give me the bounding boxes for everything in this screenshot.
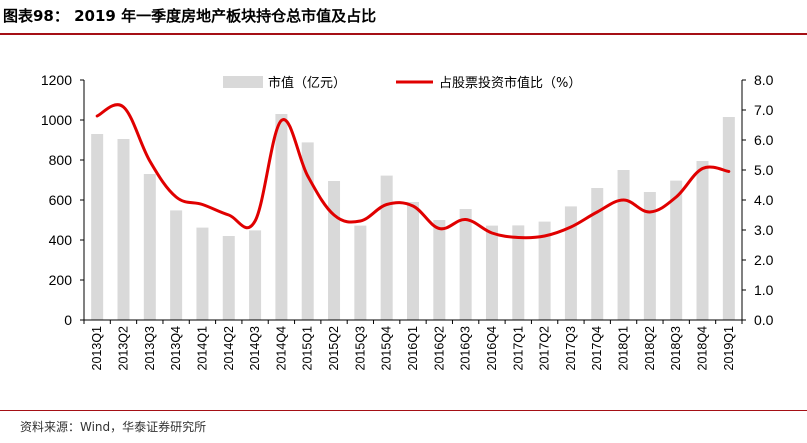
- x-tick-label: 2016Q3: [459, 326, 473, 371]
- x-tick-label: 2015Q2: [327, 326, 341, 371]
- bar-2017Q3: [564, 206, 577, 320]
- right-tick-label: 0.0: [754, 312, 774, 328]
- x-tick-label: 2016Q2: [432, 326, 446, 371]
- x-tick-label: 2013Q1: [90, 326, 104, 371]
- bar-2015Q2: [328, 181, 341, 320]
- x-tick-label: 2013Q2: [116, 326, 130, 371]
- right-tick-label: 7.0: [754, 102, 774, 118]
- x-tick-label: 2015Q4: [380, 326, 394, 371]
- left-tick-label: 1200: [41, 72, 72, 88]
- x-tick-label: 2016Q1: [406, 326, 420, 371]
- line-point-2016Q2: [438, 228, 440, 229]
- bar-2016Q3: [459, 209, 472, 320]
- x-tick-label: 2018Q1: [617, 326, 631, 371]
- x-tick-label: 2015Q1: [301, 326, 315, 371]
- left-tick-label: 200: [49, 272, 73, 288]
- bar-2014Q3: [249, 230, 262, 320]
- bar-2019Q1: [722, 117, 735, 320]
- line-point-2014Q4: [280, 120, 282, 121]
- x-tick-label: 2017Q1: [511, 326, 525, 371]
- bar-2013Q1: [91, 134, 104, 320]
- bar-2016Q4: [485, 225, 498, 320]
- source-divider: [0, 410, 807, 411]
- bar-2017Q2: [538, 221, 551, 320]
- left-tick-label: 1000: [41, 112, 72, 128]
- right-tick-label: 4.0: [754, 192, 774, 208]
- bar-2014Q2: [222, 236, 235, 320]
- right-tick-label: 8.0: [754, 72, 774, 88]
- x-tick-label: 2015Q3: [353, 326, 367, 371]
- chart: 0 200 400 600 800 1000 1200 0.0 1.0 2.0 3.0 4.0 5.0 6…: [41, 72, 774, 371]
- x-tick-label: 2017Q4: [590, 326, 604, 371]
- line-point-2014Q1: [201, 204, 203, 205]
- bar-2017Q1: [512, 225, 525, 320]
- line-point-2019Q1: [728, 171, 730, 172]
- x-tick-label: 2016Q4: [485, 326, 499, 371]
- bar-2018Q3: [670, 180, 683, 320]
- bar-2014Q1: [196, 227, 209, 320]
- line-point-2015Q4: [386, 204, 388, 205]
- line-point-2018Q2: [649, 211, 651, 213]
- right-tick-label: 1.0: [754, 282, 774, 298]
- line-point-2015Q1: [307, 175, 309, 177]
- line-point-2018Q4: [702, 168, 704, 169]
- line-point-2013Q4: [175, 196, 177, 198]
- x-tick-label: 2018Q2: [643, 326, 657, 371]
- bar-2015Q1: [301, 142, 314, 320]
- bar-2013Q4: [170, 210, 183, 320]
- line-point-2014Q3: [254, 220, 256, 222]
- left-tick-label: 800: [49, 152, 73, 168]
- bar-2015Q3: [354, 225, 367, 320]
- x-tick-label: 2017Q2: [538, 326, 552, 371]
- chart-title: 图表98： 2019 年一季度房地产板块持仓总市值及占比: [3, 7, 377, 25]
- source-note: 资料来源：Wind，华泰证券研究所: [20, 420, 207, 434]
- line-point-2017Q1: [517, 237, 519, 238]
- x-tick-label: 2019Q1: [722, 326, 736, 371]
- bar-2013Q2: [117, 139, 130, 320]
- left-tick-label: 400: [49, 232, 73, 248]
- line-point-2016Q3: [465, 219, 467, 220]
- legend-label-bar: 市值（亿元）: [268, 75, 346, 91]
- line-point-2015Q2: [333, 214, 335, 216]
- bar-2016Q1: [407, 202, 419, 320]
- line-point-2014Q2: [228, 214, 230, 216]
- bar-2018Q2: [643, 192, 656, 320]
- bar-2015Q4: [380, 175, 393, 320]
- x-tick-label: 2013Q4: [169, 326, 183, 371]
- legend-label-line: 占股票投资市值比（%）: [439, 75, 581, 91]
- x-tick-label: 2017Q3: [564, 326, 578, 371]
- x-tick-label: 2018Q4: [696, 326, 710, 371]
- bar-2018Q4: [696, 161, 709, 320]
- line-point-2013Q1: [96, 115, 98, 117]
- line-point-2018Q3: [675, 196, 677, 198]
- x-tick-label: 2014Q3: [248, 326, 262, 371]
- right-tick-label: 5.0: [754, 162, 774, 178]
- x-tick-label: 2013Q3: [143, 326, 157, 371]
- left-tick-label: 0: [64, 312, 72, 328]
- line-point-2013Q2: [122, 106, 124, 108]
- right-tick-label: 2.0: [754, 252, 774, 268]
- line-point-2016Q1: [412, 205, 414, 207]
- x-tick-label: 2018Q3: [669, 326, 683, 371]
- line-point-2016Q4: [491, 232, 493, 234]
- line-point-2017Q3: [570, 226, 572, 228]
- right-tick-label: 3.0: [754, 222, 774, 238]
- bar-2013Q3: [143, 174, 156, 320]
- x-tick-label: 2014Q2: [222, 326, 236, 371]
- bar-2018Q1: [617, 170, 630, 320]
- line-point-2013Q3: [149, 160, 151, 162]
- bar-2016Q2: [433, 220, 446, 320]
- x-tick-label: 2014Q4: [274, 326, 288, 371]
- legend-swatch-bar: [223, 76, 263, 88]
- right-tick-label: 6.0: [754, 132, 774, 148]
- line-point-2017Q2: [544, 235, 546, 237]
- x-tick-label: 2014Q1: [195, 326, 209, 371]
- line-point-2015Q3: [359, 220, 361, 222]
- line-point-2018Q1: [623, 199, 625, 201]
- title-divider: [0, 33, 807, 35]
- left-tick-label: 600: [49, 192, 73, 208]
- bar-2014Q4: [275, 114, 288, 320]
- line-point-2017Q4: [596, 211, 598, 213]
- bar-2017Q4: [591, 188, 604, 320]
